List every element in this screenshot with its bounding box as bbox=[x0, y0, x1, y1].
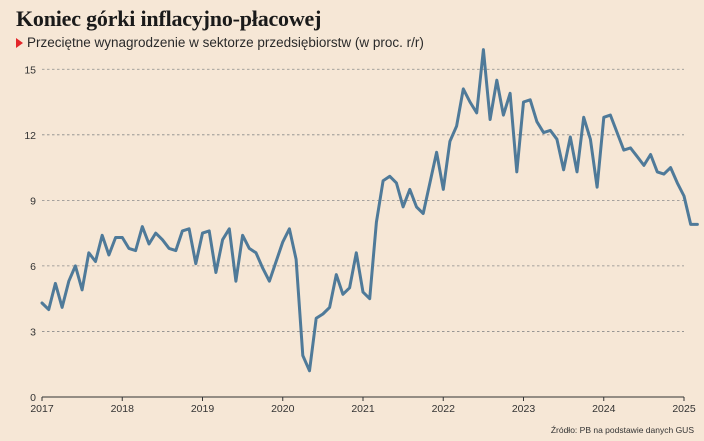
x-tick-label: 2022 bbox=[432, 403, 456, 415]
y-tick-labels: 0 3 6 9 12 15 bbox=[24, 64, 36, 404]
chart-subtitle-text: Przeciętne wynagrodzenie w sektorze prze… bbox=[27, 35, 424, 50]
x-tick-label: 2021 bbox=[351, 403, 375, 415]
gridlines bbox=[42, 68, 684, 332]
y-tick-label: 0 bbox=[30, 392, 36, 404]
chart-title: Koniec górki inflacyjno-płacowej bbox=[16, 6, 322, 31]
y-tick-label: 12 bbox=[24, 130, 36, 142]
source-note: Źródło: PB na podstawie danych GUS bbox=[550, 425, 694, 435]
x-tick-label: 2024 bbox=[592, 403, 616, 415]
series-group bbox=[40, 48, 699, 373]
x-axis: 2017 2018 2019 2020 2021 2022 2023 2024 2025 bbox=[30, 396, 696, 415]
y-tick-label: 3 bbox=[30, 326, 36, 338]
x-tick-label: 2017 bbox=[30, 403, 54, 415]
x-tick-label: 2023 bbox=[512, 403, 536, 415]
y-tick-label: 6 bbox=[30, 261, 36, 273]
chart-subtitle: Przeciętne wynagrodzenie w sektorze prze… bbox=[16, 35, 424, 50]
triangle-marker-icon bbox=[16, 37, 23, 48]
x-tick-label: 2019 bbox=[191, 403, 215, 415]
y-tick-label: 15 bbox=[24, 64, 36, 76]
y-tick-label: 9 bbox=[30, 195, 36, 207]
x-tick-label: 2025 bbox=[672, 403, 696, 415]
x-tick-label: 2020 bbox=[271, 403, 295, 415]
series-line bbox=[40, 48, 699, 373]
x-tick-label: 2018 bbox=[111, 403, 135, 415]
